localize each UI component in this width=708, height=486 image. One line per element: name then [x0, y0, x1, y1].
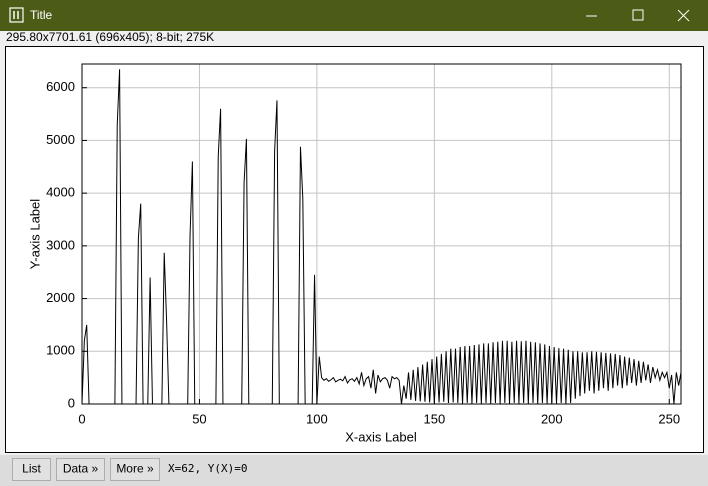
status-text: X=62, Y(X)=0	[168, 462, 247, 475]
maximize-button[interactable]	[632, 9, 644, 21]
y-tick-label: 0	[68, 395, 75, 410]
button-face[interactable]	[56, 458, 105, 481]
y-tick-label: 1000	[46, 343, 75, 358]
button[interactable]: List	[12, 458, 51, 481]
close-button[interactable]	[677, 9, 690, 22]
bottom-bar	[0, 455, 708, 486]
x-tick-label: 100	[306, 411, 328, 426]
button-label[interactable]: More »	[116, 462, 154, 476]
title-bar	[0, 0, 708, 31]
y-tick-label: 2000	[46, 290, 75, 305]
x-tick-label: 50	[192, 411, 206, 426]
x-tick-label: 150	[424, 411, 446, 426]
window-title: Title	[30, 8, 53, 22]
app-icon	[9, 7, 24, 23]
plot: 0 50 100 150 200 250 0 1000 2000 3000 4000 5000 6000	[46, 63, 682, 426]
button[interactable]: More »	[110, 458, 160, 481]
y-tick-label: 3000	[46, 237, 75, 252]
plot-frame	[81, 63, 682, 405]
x-tick-label: 0	[78, 411, 85, 426]
y-tick-label: 5000	[46, 132, 75, 147]
image-info: 295.80x7701.61 (696x405); 8-bit; 275K	[6, 30, 214, 44]
button-face[interactable]	[110, 458, 160, 481]
plot-canvas	[5, 46, 704, 453]
button-face[interactable]	[12, 458, 51, 481]
button[interactable]: Data »	[56, 458, 105, 481]
button-label[interactable]: List	[22, 462, 41, 476]
y-axis-label: Y-axis Label	[27, 199, 42, 269]
x-tick-label: 250	[658, 411, 680, 426]
y-tick-label: 6000	[46, 79, 75, 94]
y-tick-label: 4000	[46, 185, 75, 200]
x-tick-label: 200	[541, 411, 563, 426]
x-axis-label: X-axis Label	[345, 429, 417, 444]
button-label[interactable]: Data »	[63, 462, 99, 476]
